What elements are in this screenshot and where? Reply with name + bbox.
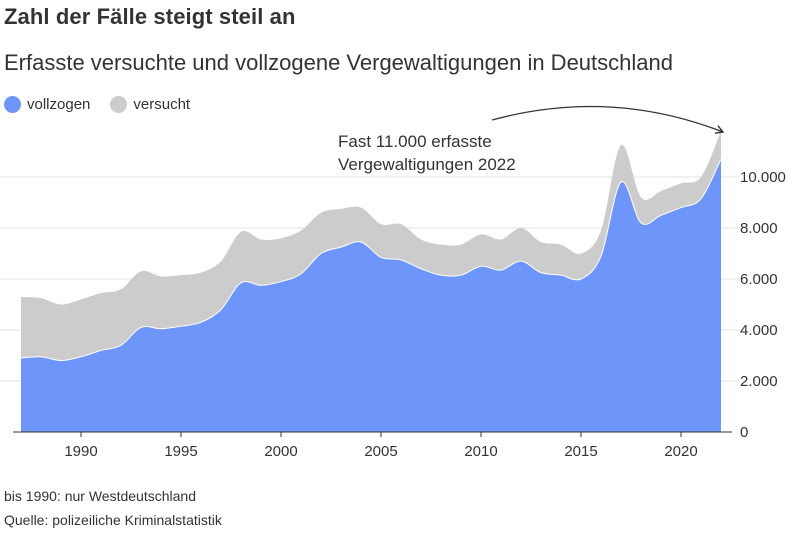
- legend-label-vollzogen: vollzogen: [27, 96, 91, 113]
- y-tick-label-6000: 6.000: [740, 271, 778, 288]
- x-tick-label-2000: 2000: [264, 443, 297, 460]
- annotation: Fast 11.000 erfasste Vergewaltigungen 20…: [338, 105, 725, 174]
- x-tick-label-1995: 1995: [164, 443, 197, 460]
- area-vollzogen-edge: [20, 158, 722, 362]
- x-tick-label-2020: 2020: [664, 443, 697, 460]
- area-series: [20, 131, 722, 432]
- y-tick-label-8000: 8.000: [740, 220, 778, 237]
- legend-item-vollzogen: vollzogen: [4, 96, 90, 113]
- annotation-line-2: Vergewaltigungen 2022: [338, 155, 516, 174]
- source-note: Quelle: polizeiliche Kriminalstatistik: [4, 512, 222, 528]
- x-tick-label-2010: 2010: [464, 443, 497, 460]
- area-vollzogen: [21, 159, 721, 432]
- legend-item-versucht: versucht: [110, 96, 190, 113]
- legend-label-versucht: versucht: [133, 96, 191, 113]
- footnote: bis 1990: nur Westdeutschland: [4, 488, 196, 504]
- x-tick-label-2015: 2015: [564, 443, 597, 460]
- legend-swatch-versucht: [110, 96, 128, 113]
- x-tick-label-1990: 1990: [64, 443, 97, 460]
- x-tick-label-2005: 2005: [364, 443, 397, 460]
- annotation-arrow: [491, 105, 725, 134]
- y-tick-label-10000: 10.000: [740, 169, 786, 186]
- legend-swatch-vollzogen: [4, 96, 21, 113]
- y-tick-label-0: 0: [740, 424, 748, 441]
- chart-subtitle: Erfasste versuchte und vollzogene Vergew…: [4, 50, 673, 75]
- y-tick-label-2000: 2.000: [740, 373, 778, 390]
- y-tick-label-4000: 4.000: [740, 322, 778, 339]
- annotation-line-1: Fast 11.000 erfasste: [338, 132, 492, 151]
- axes: 0 2.000 4.000 6.000 8.000 10.000 1990 1995 2000 2…: [13, 169, 786, 460]
- legend: vollzogen versucht: [4, 96, 210, 113]
- chart-title: Zahl der Fälle steigt steil an: [4, 4, 296, 29]
